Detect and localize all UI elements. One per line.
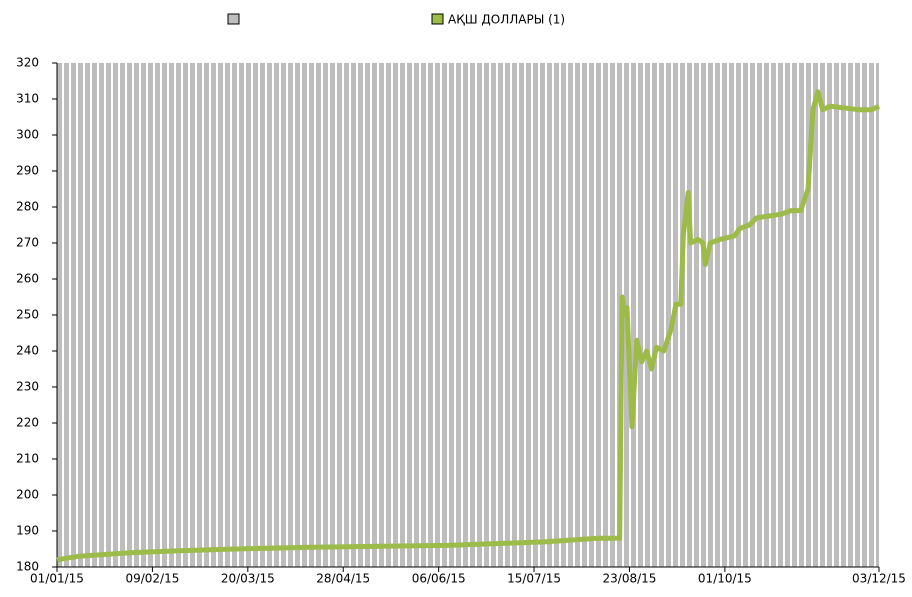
x-tick-label: 09/02/15 [125,572,179,586]
y-tick-label: 190 [16,524,39,538]
x-tick-label: 15/07/15 [507,572,561,586]
y-tick-label: 240 [16,344,39,358]
x-tick-label: 01/01/15 [30,572,84,586]
y-tick-label: 290 [16,164,39,178]
legend-swatch [431,13,444,25]
y-tick-label: 320 [16,56,39,70]
legend-swatch-empty [227,13,240,25]
series-line [56,89,881,563]
x-tick-label: 20/03/15 [221,572,275,586]
y-tick-label: 300 [16,128,39,142]
x-tick-label: 23/08/15 [603,572,657,586]
x-tick-label: 01/10/15 [698,572,752,586]
x-tick-label: 06/06/15 [412,572,466,586]
y-tick-label: 310 [16,92,39,106]
y-tick-label: 200 [16,488,39,502]
y-tick-label: 280 [16,200,39,214]
y-tick-label: 260 [16,272,39,286]
y-tick-label: 250 [16,308,39,322]
x-tick-label: 03/12/15 [852,572,906,586]
x-tick-label: 28/04/15 [316,572,370,586]
y-tick-label: 270 [16,236,39,250]
y-tick-label: 210 [16,452,39,466]
y-tick-label: 180 [16,560,39,574]
y-tick-label: 230 [16,380,39,394]
y-tick-label: 220 [16,416,39,430]
legend-label: АҚШ ДОЛЛАРЫ (1) [448,13,565,27]
plot-background [57,63,879,567]
